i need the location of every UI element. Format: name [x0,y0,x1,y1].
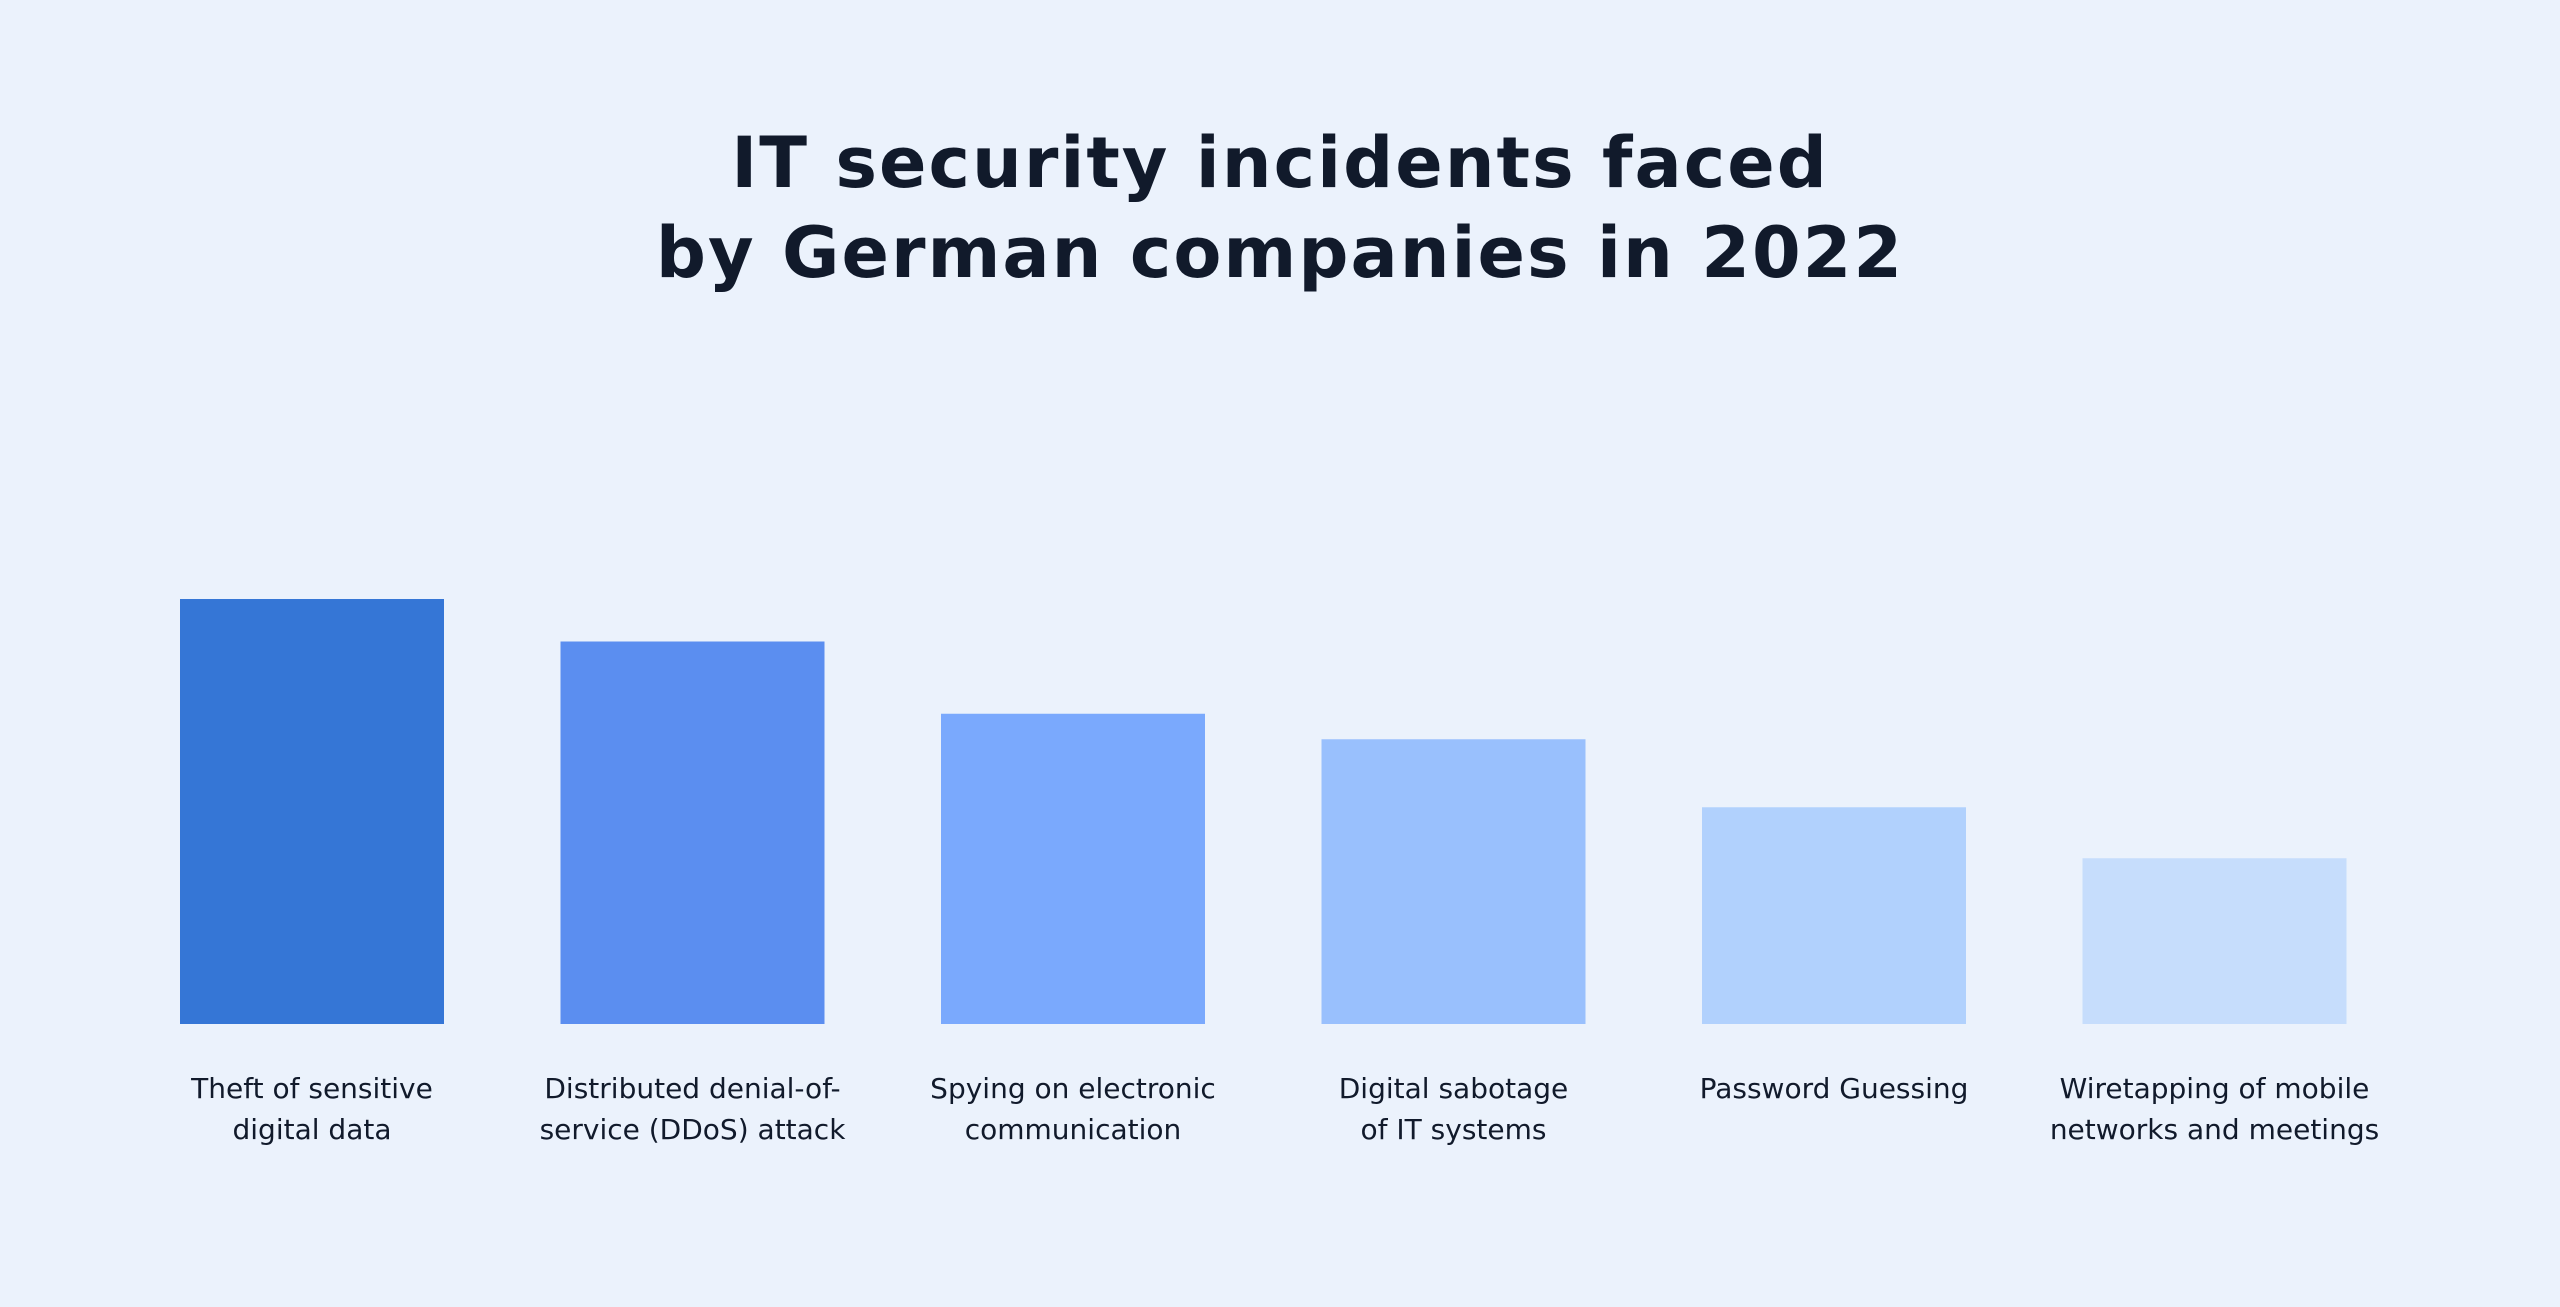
category-label-line: Theft of sensitive [191,1072,433,1105]
category-label-line: Distributed denial-of- [544,1072,841,1105]
category-label-line: digital data [232,1113,392,1146]
category-label-line: Digital sabotage [1338,1072,1569,1105]
chart-title: IT security incidents faced by German co… [0,118,2560,298]
category-label-line: service (DDoS) attack [539,1113,846,1146]
chart-title-line-2: by German companies in 2022 [655,212,1905,294]
bar [560,641,825,1024]
category-label: Spying on electronic communication [883,1068,1263,1150]
bar [1321,739,1586,1024]
category-label-line: networks and meetings [2049,1113,2380,1146]
category-label: Wiretapping of mobile networks and meetin… [2025,1068,2405,1150]
category-label-line: communication [964,1113,1182,1146]
category-label: Digital sabotage of IT systems [1264,1068,1644,1150]
category-label-line: Wiretapping of mobile [2059,1072,2370,1105]
category-label: Password Guessing [1644,1068,2024,1109]
category-label: Theft of sensitive digital data [122,1068,502,1150]
chart-title-line-1: IT security incidents faced [731,122,1829,204]
category-label-line: Spying on electronic [930,1072,1216,1105]
bar [2082,858,2347,1024]
category-label: Distributed denial-of-service (DDoS) att… [503,1068,883,1150]
bar [1702,807,1966,1024]
bar [180,599,444,1024]
category-label-line: of IT systems [1360,1113,1547,1146]
category-label-line: Password Guessing [1699,1072,1969,1105]
bar [941,713,1205,1024]
